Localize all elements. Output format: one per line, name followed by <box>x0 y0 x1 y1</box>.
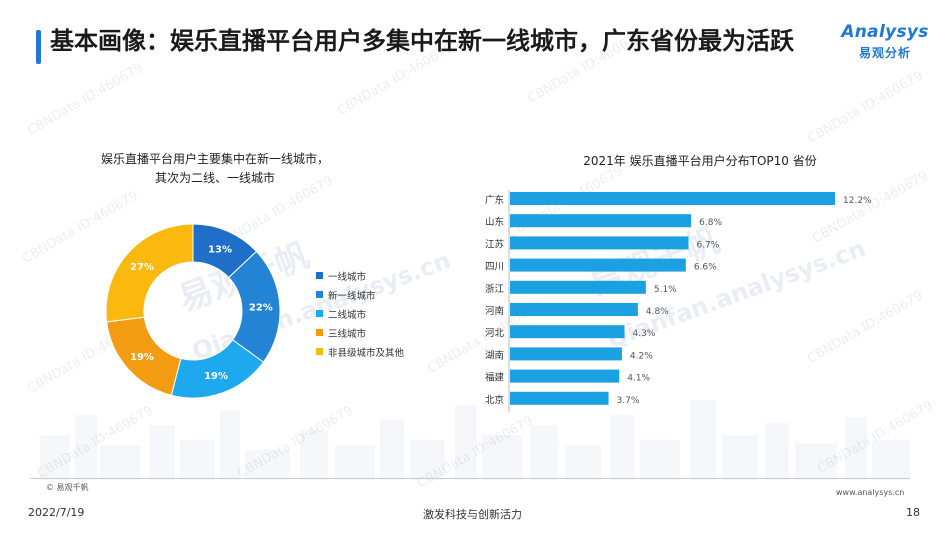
bar-福建 <box>510 369 620 383</box>
legend-label: 三线城市 <box>328 328 367 340</box>
bar-江苏 <box>510 236 689 250</box>
footer-date: 2022/7/19 <box>28 506 85 519</box>
site-url: www.analysys.cn <box>836 488 905 497</box>
bar-value-label: 6.7% <box>696 240 719 250</box>
donut-chart-title-line1: 娱乐直播平台用户主要集中在新一线城市， <box>100 152 329 166</box>
donut-legend: 一线城市新一线城市二线城市三线城市非县级城市及其他 <box>316 266 404 361</box>
bar-浙江 <box>510 280 646 294</box>
legend-swatch <box>316 310 323 317</box>
legend-item: 二线城市 <box>316 304 404 323</box>
bar-广东 <box>510 192 835 205</box>
bar-category-label: 山东 <box>485 216 504 228</box>
bar-value-label: 6.8% <box>699 218 722 228</box>
bar-value-label: 5.1% <box>654 285 677 295</box>
legend-swatch <box>316 272 323 279</box>
legend-label: 二线城市 <box>328 309 367 321</box>
bar-chart: 广东 12.2% 山东 6.8% 江苏 6.7% 四川 6.6% 浙江 5.1% 河南 4.8% 河北 4… <box>485 190 872 412</box>
bar-value-label: 4.2% <box>630 351 653 361</box>
donut-slice-label: 13% <box>208 245 232 256</box>
legend-item: 一线城市 <box>316 266 404 285</box>
bar-category-label: 浙江 <box>485 283 505 295</box>
copyright-text: © 易观千帆 <box>46 483 89 492</box>
bar-category-label: 河南 <box>485 305 504 317</box>
footer-slogan: 激发科技与创新活力 <box>423 508 522 521</box>
footer-divider <box>30 478 910 479</box>
bar-北京 <box>510 391 609 405</box>
legend-swatch <box>316 348 323 355</box>
legend-item: 三线城市 <box>316 323 404 342</box>
bar-category-label: 四川 <box>485 262 504 273</box>
legend-label: 新一线城市 <box>328 290 376 302</box>
bar-四川 <box>510 258 686 272</box>
donut-slice-5 <box>105 223 194 323</box>
legend-swatch <box>316 329 323 336</box>
bar-category-label: 福建 <box>485 372 505 384</box>
bar-河北 <box>510 325 625 339</box>
bar-category-label: 河北 <box>485 327 505 339</box>
bar-category-label: 江苏 <box>485 238 505 250</box>
donut-chart-title: 娱乐直播平台用户主要集中在新一线城市， 其次为二线、一线城市 <box>80 150 350 188</box>
bar-山东 <box>510 214 692 228</box>
title-accent-bar <box>36 30 41 64</box>
bar-value-label: 3.7% <box>617 396 640 406</box>
donut-chart-title-line2: 其次为二线、一线城市 <box>154 171 275 185</box>
logo-text-en: Analysys <box>841 22 929 42</box>
logo-text-cn: 易观分析 <box>858 46 911 60</box>
page-number: 18 <box>906 506 920 519</box>
bar-value-label: 4.3% <box>633 329 656 339</box>
donut-chart: 13% 22% 19% 19% 27% <box>105 223 281 399</box>
bar-湖南 <box>510 347 622 361</box>
legend-swatch <box>316 291 323 298</box>
donut-slice-label: 19% <box>130 352 154 363</box>
bar-category-label: 湖南 <box>485 349 504 361</box>
bar-category-label: 广东 <box>485 194 504 206</box>
bar-value-label: 4.8% <box>646 307 669 317</box>
bar-河南 <box>510 303 638 316</box>
bar-value-label: 6.6% <box>694 263 717 273</box>
legend-item: 非县级城市及其他 <box>316 342 404 361</box>
bar-category-label: 北京 <box>485 394 504 406</box>
donut-slice-label: 22% <box>249 303 273 314</box>
donut-slice-label: 19% <box>204 371 228 382</box>
legend-label: 一线城市 <box>328 271 367 283</box>
legend-item: 新一线城市 <box>316 285 404 304</box>
donut-slice-label: 27% <box>130 262 154 273</box>
bar-value-label: 4.1% <box>627 374 650 384</box>
bar-value-label: 12.2% <box>843 196 872 206</box>
brand-logo: Analysys 易观分析 <box>835 22 935 61</box>
legend-label: 非县级城市及其他 <box>328 347 405 359</box>
bar-chart-title: 2021年 娱乐直播平台用户分布TOP10 省份 <box>583 154 817 168</box>
page-title: 基本画像：娱乐直播平台用户多集中在新一线城市，广东省份最为活跃 <box>50 27 794 55</box>
